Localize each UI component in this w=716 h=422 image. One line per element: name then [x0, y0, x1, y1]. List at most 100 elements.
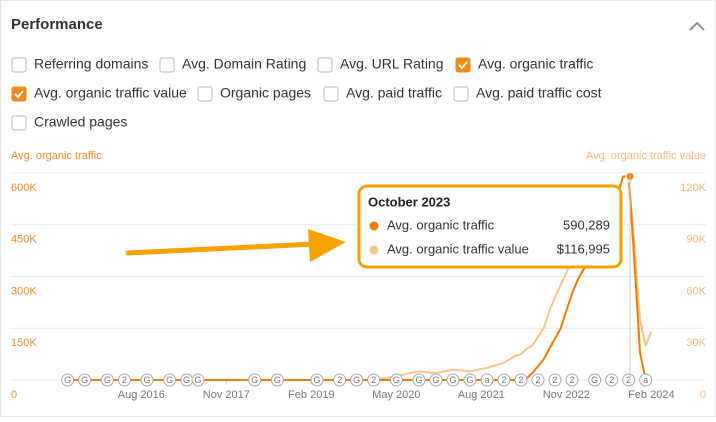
y2-axis-title: Avg. organic traffic value — [586, 150, 706, 162]
annotation-marker[interactable] — [429, 373, 443, 387]
checkbox-box[interactable] — [11, 57, 27, 73]
annotation-label: G — [591, 375, 598, 385]
annotation-marker[interactable] — [248, 373, 262, 387]
checkbox[interactable]: Organic pages — [197, 85, 311, 102]
annotation-marker[interactable] — [350, 373, 364, 387]
y-tick-label: 450K — [11, 234, 37, 246]
annotation-marker[interactable] — [140, 373, 154, 387]
annotation-marker[interactable] — [463, 373, 477, 387]
checkbox-box[interactable] — [453, 86, 469, 102]
annotation-marker[interactable] — [191, 373, 205, 387]
y2-tick-label: 60K — [686, 285, 706, 297]
checkbox-label[interactable]: Avg. Domain Rating — [182, 56, 306, 72]
checkbox[interactable]: Referring domains — [11, 56, 148, 73]
checkbox-label[interactable]: Avg. paid traffic — [346, 85, 442, 101]
annotation-marker[interactable] — [514, 373, 528, 387]
annotation-marker[interactable] — [548, 373, 562, 387]
x-tick-label: Aug 2016 — [118, 389, 165, 401]
checkbox-box[interactable] — [197, 86, 213, 102]
arrow-head — [308, 229, 346, 262]
tooltip-dot — [369, 245, 379, 255]
y-tick-label: 600K — [11, 182, 37, 194]
annotation-marker[interactable] — [497, 373, 511, 387]
y-axis-title: Avg. organic traffic — [11, 150, 102, 162]
tooltip-box — [357, 184, 623, 269]
annotation-label: 2 — [518, 375, 523, 385]
annotation-marker[interactable] — [531, 373, 545, 387]
checkbox-box[interactable] — [323, 86, 339, 102]
annotation-marker[interactable] — [117, 373, 131, 387]
checkbox-box[interactable] — [317, 57, 333, 73]
checkbox-box[interactable] — [11, 115, 27, 131]
annotation-label: G — [432, 375, 439, 385]
annotation-marker[interactable] — [605, 373, 619, 387]
annotation-marker[interactable] — [100, 373, 114, 387]
checkbox-label[interactable]: Crawled pages — [34, 114, 127, 130]
annotation-label: G — [449, 375, 456, 385]
annotation-marker[interactable] — [639, 373, 653, 387]
checkbox[interactable]: Avg. paid traffic cost — [453, 85, 602, 102]
annotation-marker[interactable] — [588, 373, 602, 387]
annotation-marker[interactable] — [565, 373, 579, 387]
checkbox-label[interactable]: Referring domains — [34, 56, 148, 72]
annotation-label: 2 — [371, 375, 376, 385]
annotation-marker[interactable] — [333, 373, 347, 387]
checkbox-box[interactable] — [11, 86, 27, 102]
checkbox[interactable]: Crawled pages — [11, 114, 127, 131]
checkbox[interactable]: Avg. URL Rating — [317, 56, 444, 73]
annotation-label: G — [274, 375, 281, 385]
annotation-label: G — [313, 375, 320, 385]
annotation-label: 2 — [609, 375, 614, 385]
x-tick-label: Feb 2024 — [628, 389, 674, 401]
annotation-label: G — [81, 375, 88, 385]
checkbox[interactable]: Avg. organic traffic — [455, 56, 593, 73]
checkbox-box[interactable] — [455, 57, 471, 73]
tooltip-dot — [369, 221, 379, 231]
annotation-label: G — [415, 375, 422, 385]
checkbox[interactable]: Avg. organic traffic value — [11, 85, 187, 102]
checkbox-group: Referring domains Avg. Domain Rating Avg. … — [11, 56, 602, 131]
annotation-marker[interactable] — [446, 373, 460, 387]
y-tick-label: 300K — [11, 285, 37, 297]
y2-tick-label: 90K — [686, 234, 706, 246]
annotation-marker[interactable] — [412, 373, 426, 387]
annotation-marker[interactable] — [78, 373, 92, 387]
annotation-marker[interactable] — [480, 373, 494, 387]
annotation-label: 2 — [626, 375, 631, 385]
checkbox-label[interactable]: Organic pages — [220, 85, 311, 101]
tooltip-value: 590,289 — [563, 217, 610, 232]
y-tick-label: 0 — [11, 389, 17, 401]
checkbox-label[interactable]: Avg. organic traffic value — [34, 85, 187, 101]
checkbox-label[interactable]: Avg. paid traffic cost — [476, 85, 602, 101]
checkbox-label[interactable]: Avg. organic traffic — [478, 56, 593, 72]
annotation-label: 2 — [337, 375, 342, 385]
annotation-marker[interactable] — [389, 373, 403, 387]
x-tick-label: Aug 2021 — [458, 389, 505, 401]
annotation-marker[interactable] — [163, 373, 177, 387]
annotation-label: a — [643, 375, 648, 385]
checkbox[interactable]: Avg. Domain Rating — [159, 56, 306, 73]
annotation-marker[interactable] — [61, 373, 75, 387]
tooltip-series: Avg. organic traffic value — [387, 241, 529, 256]
x-tick-label: Nov 2017 — [203, 389, 250, 401]
x-tick-label: Nov 2022 — [543, 389, 590, 401]
checkbox[interactable]: Avg. paid traffic — [323, 85, 442, 102]
annotation-label: G — [466, 375, 473, 385]
annotation-label: G — [166, 375, 173, 385]
check-mark — [458, 61, 468, 70]
annotation-label: a — [484, 375, 489, 385]
tooltip: October 2023 Avg. organic traffic 590,28… — [357, 184, 623, 269]
annotation-marker[interactable] — [270, 373, 284, 387]
panel-title: Performance — [11, 16, 103, 33]
checkbox-box[interactable] — [159, 57, 175, 73]
annotation-marker[interactable] — [367, 373, 381, 387]
y2-tick-label: 0 — [700, 389, 706, 401]
annotation-marker[interactable] — [310, 373, 324, 387]
collapse-chevron[interactable] — [689, 21, 705, 31]
annotation-label: G — [251, 375, 258, 385]
annotation-label: G — [143, 375, 150, 385]
checkbox-label[interactable]: Avg. URL Rating — [340, 56, 444, 72]
y2-tick-label: 30K — [686, 337, 706, 349]
annotation-marker[interactable] — [622, 373, 636, 387]
